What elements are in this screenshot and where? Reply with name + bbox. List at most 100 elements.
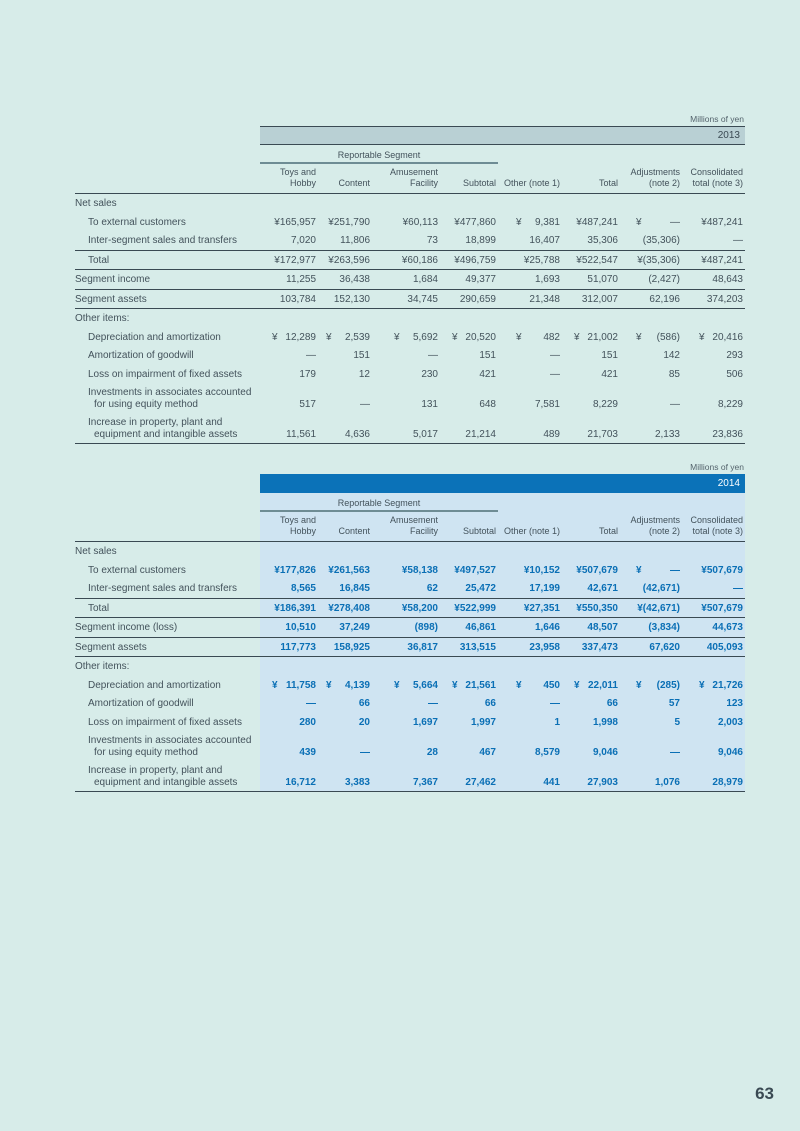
column-header: Consolidated total (note 3) <box>682 511 745 542</box>
cell-value: ¥477,860 <box>454 216 496 228</box>
row-label: To external customers <box>88 216 186 228</box>
cell-value: 7,020 <box>260 231 318 251</box>
table-row: Inter-segment sales and transfers 7,020 11… <box>75 231 745 251</box>
cell-value: 85 <box>668 368 680 380</box>
cell-value: 21,703 <box>562 413 620 444</box>
group-header-row: Reportable Segment <box>75 492 745 512</box>
row-label: Segment income (loss) <box>75 617 260 638</box>
table-row: Segment income (loss) 10,510 37,249 (898) 46… <box>75 617 745 638</box>
row-label: Amortization of goodwill <box>88 350 194 361</box>
cell-value: 2,133 <box>620 413 682 444</box>
cell-value: 293 <box>726 350 743 361</box>
cell-value: ¥261,563 <box>318 560 372 579</box>
cell-value: 1,076 <box>620 761 682 792</box>
cell-value: — <box>306 350 316 361</box>
cell-value: ¥25,788 <box>498 250 562 270</box>
cell-value <box>318 656 372 676</box>
cell-value: ¥58,138 <box>372 560 440 579</box>
cell-value: 280 <box>260 712 318 731</box>
year-band-row: 2013 <box>75 126 745 145</box>
cell-value: ¥20,416 <box>699 331 743 343</box>
cell-value: — <box>682 231 745 251</box>
table-row: Loss on impairment of fixed assets 179 12 2… <box>75 365 745 384</box>
table-row: Increase in property, plant and equipment… <box>75 413 745 444</box>
cell-value <box>440 541 498 561</box>
column-header: Amusement Facility <box>372 163 440 194</box>
table-body: Net sales To external customers ¥177,826 ¥2… <box>75 541 745 792</box>
cell-value: — <box>670 398 680 410</box>
row-label: Increase in property, plant and equipment… <box>75 761 260 792</box>
cell-value: ¥487,241 <box>576 216 618 228</box>
cell-value <box>682 541 745 561</box>
table-body: Net sales To external customers ¥165,957 ¥2… <box>75 194 745 444</box>
cell-value <box>682 309 745 328</box>
column-header-row: Toys and Hobby Content Amusement Facilit… <box>75 511 745 542</box>
table-row: To external customers ¥165,957 ¥251,790 ¥60… <box>75 213 745 232</box>
cell-value <box>318 309 372 328</box>
cell-value: (898) <box>372 617 440 638</box>
cell-value: 28 <box>372 731 440 761</box>
cell-value: 27,462 <box>440 761 498 792</box>
label-column-header <box>75 511 260 542</box>
cell-value: ¥27,351 <box>498 598 562 618</box>
cell-value: ¥487,241 <box>682 250 745 270</box>
cell-value: 16,845 <box>318 579 372 599</box>
row-label: Segment assets <box>75 637 260 657</box>
cell-value <box>498 194 562 213</box>
cell-value: 421 <box>601 368 618 380</box>
row-label: Investments in associates accounted for u… <box>88 735 252 758</box>
column-header: Amusement Facility <box>372 511 440 542</box>
table-row: Loss on impairment of fixed assets 280 20 1… <box>75 712 745 731</box>
table-row: Other items: <box>75 309 745 328</box>
cell-value <box>318 194 372 213</box>
cell-value: ¥496,759 <box>440 250 498 270</box>
cell-value: — <box>682 579 745 599</box>
table-row: Total ¥172,977 ¥263,596 ¥60,186 ¥496,759 ¥25,… <box>75 250 745 270</box>
cell-value: 20 <box>318 712 372 731</box>
cell-value: 73 <box>372 231 440 251</box>
cell-value <box>318 541 372 561</box>
cell-value: 405,093 <box>682 637 745 657</box>
cell-value: (42,671) <box>620 579 682 599</box>
cell-value: — <box>318 731 372 761</box>
cell-value <box>498 309 562 328</box>
cell-value: 152,130 <box>318 289 372 309</box>
cell-value: 8,229 <box>717 398 743 410</box>
cell-value: ¥251,790 <box>328 216 370 228</box>
cell-value: 151 <box>601 350 618 361</box>
cell-value: 151 <box>353 350 370 361</box>
cell-value: 17,199 <box>498 579 562 599</box>
cell-value: 1,693 <box>498 269 562 290</box>
cell-value: ¥12,289 <box>272 331 316 343</box>
cell-value: ¥60,186 <box>372 250 440 270</box>
cell-value: 44,673 <box>682 617 745 638</box>
cell-value: 441 <box>498 761 562 792</box>
table-row: Investments in associates accounted for u… <box>75 731 745 761</box>
group-header: Reportable Segment <box>260 144 498 164</box>
cell-value: ¥ — <box>636 216 680 228</box>
cell-value: 5,017 <box>372 413 440 444</box>
cell-value: 506 <box>726 368 743 380</box>
cell-value: 66 <box>318 694 372 713</box>
table-row: Increase in property, plant and equipment… <box>75 761 745 792</box>
column-header: Content <box>318 511 372 542</box>
table-header: 2013 Reportable Segment Toys and Hobby C… <box>75 126 745 194</box>
cell-value: 12 <box>358 368 370 380</box>
row-label: Loss on impairment of fixed assets <box>88 368 242 380</box>
cell-value: 66 <box>440 694 498 713</box>
cell-value: 290,659 <box>440 289 498 309</box>
cell-value: 11,255 <box>260 269 318 290</box>
cell-value: — <box>372 694 440 713</box>
cell-value: 48,643 <box>682 269 745 290</box>
cell-value: ¥507,679 <box>682 560 745 579</box>
cell-value: 4,636 <box>318 413 372 444</box>
cell-value <box>562 194 620 213</box>
column-header: Toys and Hobby <box>260 163 318 194</box>
cell-value: 42,671 <box>562 579 620 599</box>
cell-value: ¥(42,671) <box>620 598 682 618</box>
cell-value: 9,046 <box>682 731 745 761</box>
cell-value: ¥58,200 <box>372 598 440 618</box>
cell-value: — <box>550 368 560 380</box>
row-label: Segment income <box>75 269 260 290</box>
cell-value: 48,507 <box>562 617 620 638</box>
